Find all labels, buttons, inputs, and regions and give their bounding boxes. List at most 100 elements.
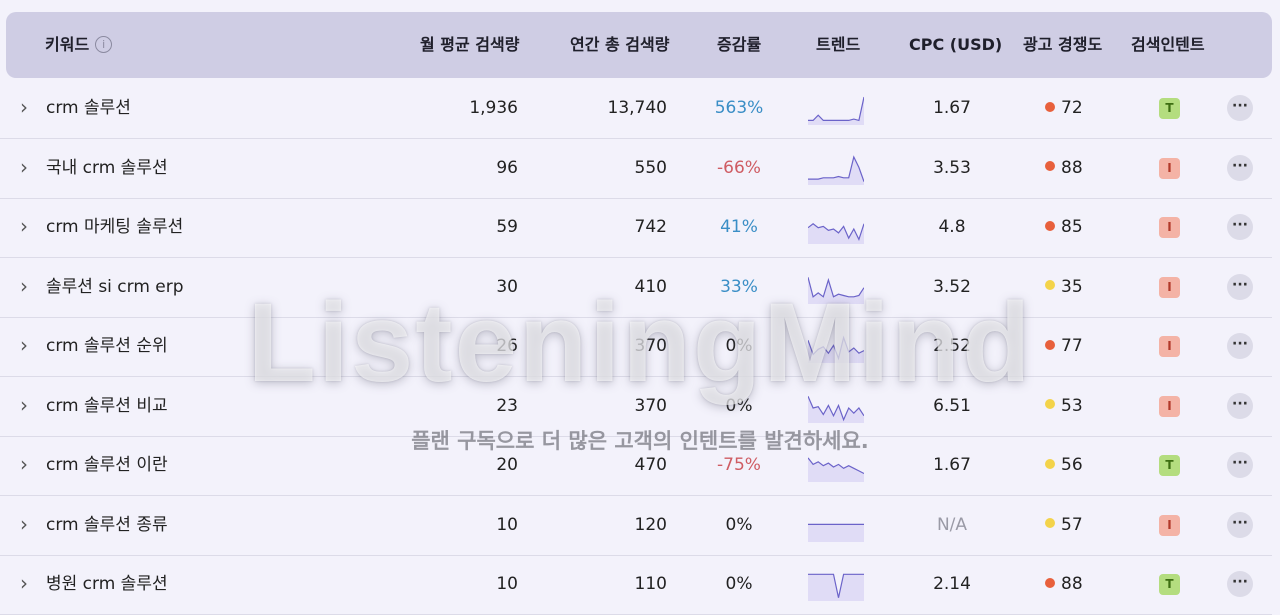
expand-chevron-icon[interactable]: ›	[20, 511, 28, 536]
expand-chevron-icon[interactable]: ›	[20, 571, 28, 595]
trend-line	[808, 96, 864, 122]
more-options-button[interactable]: ···	[1227, 273, 1253, 300]
table-row[interactable]: › 솔루션 si crm erp 30 410 33% 3.52 35 I ···	[0, 258, 1272, 318]
change-rate: 0%	[725, 395, 753, 416]
monthly-volume: 59	[496, 217, 518, 237]
expand-chevron-icon[interactable]: ›	[20, 392, 28, 417]
more-options-button[interactable]: ···	[1227, 392, 1253, 419]
intent-badge: I	[1159, 276, 1180, 298]
competition-cell: 88	[1045, 139, 1083, 198]
intent-badge: T	[1159, 455, 1180, 476]
table-row[interactable]: › crm 솔루션 비교 23 370 0% 6.51 53 I ···	[0, 377, 1272, 437]
yearly-volume: 470	[634, 455, 667, 475]
expand-chevron-icon[interactable]: ›	[20, 273, 28, 298]
more-options-button[interactable]: ···	[1227, 214, 1253, 240]
header-intent: 검색인텐트	[1131, 35, 1205, 54]
info-icon[interactable]: i	[95, 35, 113, 53]
trend-sparkline	[808, 223, 864, 244]
yearly-volume: 410	[634, 276, 667, 297]
expand-chevron-icon[interactable]: ›	[20, 214, 28, 238]
table-row[interactable]: › crm 솔루션 종류 10 120 0% N/A 57 I ···	[0, 496, 1272, 556]
keyword-cell[interactable]: 병원 crm 솔루션	[46, 574, 168, 594]
change-rate: 0%	[725, 574, 753, 594]
trend-area	[808, 337, 864, 363]
trend-sparkline	[808, 457, 864, 482]
competition-cell: 57	[1045, 496, 1083, 555]
trend-sparkline	[808, 573, 864, 601]
intent-badge: I	[1159, 157, 1180, 179]
header-monthly[interactable]: 월 평균 검색량	[420, 35, 520, 54]
table-row[interactable]: › 국내 crm 솔루션 96 550 -66% 3.53 88 I ···	[0, 139, 1272, 199]
cpc-value: N/A	[936, 514, 968, 535]
keyword-cell[interactable]: crm 마케팅 솔루션	[46, 217, 184, 237]
monthly-volume: 10	[496, 514, 518, 535]
change-rate: 0%	[725, 514, 753, 535]
keyword-cell[interactable]: 국내 crm 솔루션	[46, 157, 168, 178]
more-options-button[interactable]: ···	[1227, 333, 1253, 359]
change-rate: 563%	[714, 98, 764, 118]
yearly-volume: 742	[634, 217, 667, 237]
competition-dot	[1045, 101, 1055, 112]
competition-dot	[1045, 518, 1055, 528]
expand-chevron-icon[interactable]: ›	[20, 154, 28, 179]
trend-area	[808, 523, 864, 542]
monthly-volume: 30	[496, 276, 518, 297]
table-row[interactable]: › crm 솔루션 순위 26 370 0% 2.52 77 I ···	[0, 317, 1272, 377]
keyword-cell[interactable]: crm 솔루션 이란	[46, 455, 168, 475]
expand-chevron-icon[interactable]: ›	[20, 452, 28, 476]
trend-line	[808, 573, 864, 598]
competition-dot	[1045, 399, 1055, 409]
trend-area	[808, 223, 864, 244]
header-competition[interactable]: 광고 경쟁도	[1023, 35, 1103, 54]
trend-line	[808, 154, 864, 182]
table-row[interactable]: › crm 마케팅 솔루션 59 742 41% 4.8 85 I ···	[0, 198, 1272, 258]
keyword-cell[interactable]: 솔루션 si crm erp	[46, 276, 184, 297]
trend-sparkline	[808, 154, 864, 185]
keyword-cell[interactable]: crm 솔루션 순위	[46, 336, 168, 356]
expand-chevron-icon[interactable]: ›	[20, 333, 28, 357]
expand-chevron-icon[interactable]: ›	[20, 95, 28, 119]
intent-badge: T	[1159, 574, 1180, 595]
keyword-cell[interactable]: crm 솔루션 비교	[46, 395, 168, 416]
trend-sparkline	[808, 335, 864, 363]
table-row[interactable]: › crm 솔루션 1,936 13,740 563% 1.67 72 T ···	[0, 79, 1272, 139]
yearly-volume: 370	[634, 395, 667, 416]
competition-value: 35	[1061, 276, 1083, 297]
change-rate: -66%	[717, 157, 761, 178]
cpc-value: 2.52	[933, 336, 971, 356]
yearly-volume: 13,740	[607, 98, 667, 118]
trend-line	[808, 335, 864, 361]
competition-dot	[1045, 577, 1055, 588]
competition-dot	[1045, 339, 1055, 350]
table-row[interactable]: › crm 솔루션 이란 20 470 -75% 1.67 56 T ···	[0, 436, 1272, 496]
yearly-volume: 370	[634, 336, 667, 356]
intent-badge: T	[1159, 98, 1180, 119]
competition-dot	[1045, 280, 1055, 290]
change-rate: 33%	[720, 276, 758, 297]
header-cpc[interactable]: CPC (USD)	[909, 35, 1003, 54]
more-options-button[interactable]: ···	[1227, 452, 1253, 478]
intent-badge: I	[1159, 514, 1180, 536]
competition-cell: 56	[1045, 436, 1083, 495]
competition-cell: 53	[1045, 377, 1083, 436]
trend-area	[808, 156, 864, 185]
yearly-volume: 110	[634, 574, 667, 594]
monthly-volume: 20	[496, 455, 518, 475]
table-row[interactable]: › 병원 crm 솔루션 10 110 0% 2.14 88 T ···	[0, 555, 1272, 615]
competition-cell: 35	[1045, 258, 1083, 317]
yearly-volume: 120	[634, 514, 667, 535]
competition-value: 56	[1061, 455, 1083, 475]
more-options-button[interactable]: ···	[1227, 95, 1253, 121]
header-change[interactable]: 증감률	[717, 35, 762, 54]
cpc-value: 2.14	[933, 574, 971, 594]
more-options-button[interactable]: ···	[1227, 571, 1253, 597]
header-trend: 트렌드	[816, 35, 861, 54]
yearly-volume: 550	[634, 157, 667, 178]
more-options-button[interactable]: ···	[1227, 154, 1253, 181]
header-yearly[interactable]: 연간 총 검색량	[570, 35, 670, 54]
cpc-value: 1.67	[933, 98, 971, 118]
keyword-cell[interactable]: crm 솔루션	[46, 98, 131, 118]
change-rate: 0%	[725, 336, 753, 356]
keyword-cell[interactable]: crm 솔루션 종류	[46, 514, 168, 535]
more-options-button[interactable]: ···	[1227, 511, 1253, 538]
